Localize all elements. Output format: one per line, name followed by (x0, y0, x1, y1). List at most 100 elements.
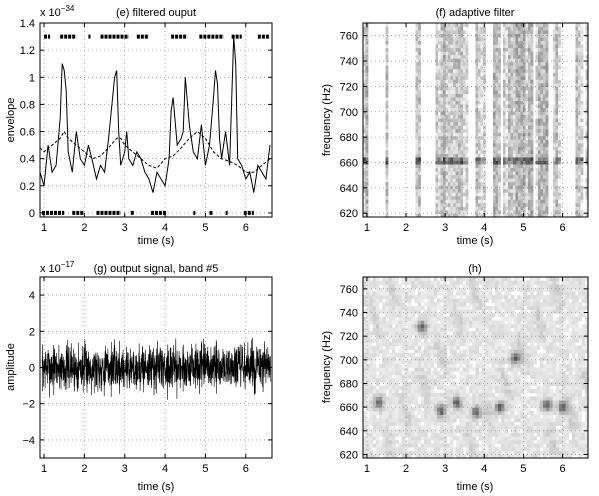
heatmap-cell (453, 356, 457, 361)
heatmap-cell (578, 192, 581, 197)
heatmap-cell (411, 432, 415, 437)
heatmap-cell (455, 192, 459, 197)
heatmap-cell (443, 40, 446, 45)
heatmap-cell (363, 396, 367, 401)
heatmap-cell (543, 107, 546, 112)
heatmap-cell (408, 360, 412, 365)
heatmap-cell (510, 121, 514, 126)
heatmap-cell (363, 90, 366, 94)
heatmap-cell (411, 443, 415, 448)
heatmap-cell (418, 72, 421, 77)
heatmap-cell (411, 418, 415, 423)
heatmap-cell (530, 167, 534, 172)
heatmap-cell (528, 30, 531, 34)
heatmap-cell (465, 345, 470, 350)
panel-g-ylabel: amplitude (5, 343, 17, 391)
heatmap-cell (450, 37, 454, 42)
heatmap-cell (415, 79, 419, 84)
heatmap-cell (385, 356, 390, 361)
heatmap-cell (446, 277, 451, 282)
heatmap-cell (530, 157, 534, 161)
heatmap-cell (491, 432, 496, 437)
heatmap-cell (585, 202, 588, 207)
heatmap-cell (462, 353, 467, 358)
heatmap-cell (510, 146, 514, 151)
heatmap-cell (469, 367, 473, 372)
heatmap-cell (528, 93, 531, 98)
heatmap-cell (507, 287, 512, 292)
heatmap-cell (456, 277, 460, 282)
heatmap-cell (366, 374, 370, 379)
heatmap-cell (538, 107, 541, 112)
heatmap-cell (443, 334, 447, 339)
heatmap-cell (503, 72, 506, 77)
heatmap-cell (510, 414, 515, 419)
heatmap-cell (478, 389, 483, 394)
heatmap-cell (465, 192, 469, 197)
heatmap-cell (453, 157, 456, 161)
heatmap-cell (498, 450, 502, 455)
heatmap-cell (501, 443, 505, 448)
heatmap-cell (369, 320, 374, 325)
heatmap-cell (503, 47, 506, 52)
heatmap-cell (501, 454, 505, 458)
heatmap-cell (418, 195, 421, 200)
heatmap-cell (465, 334, 470, 339)
heatmap-cell (430, 342, 435, 347)
heatmap-cell (415, 90, 419, 94)
heatmap-cell (507, 320, 512, 325)
heatmap-cell (469, 287, 473, 292)
heatmap-cell (450, 171, 454, 176)
heatmap-cell (540, 65, 544, 70)
heatmap-cell (388, 295, 393, 300)
heatmap-cell (580, 185, 584, 190)
envelope-line-solid (40, 36, 271, 193)
heatmap-cell (508, 160, 511, 165)
heatmap-cell (475, 291, 480, 296)
heatmap-cell (485, 298, 489, 303)
heatmap-cell (382, 356, 386, 361)
heatmap-cell (450, 153, 454, 158)
heatmap-cell (485, 320, 489, 325)
heatmap-cell (555, 160, 559, 165)
heatmap-cell (498, 425, 502, 430)
heatmap-cell (458, 58, 461, 63)
heatmap-cell (448, 202, 451, 207)
heatmap-cell (475, 202, 479, 207)
heatmap-cell (495, 206, 499, 211)
heatmap-cell (494, 277, 499, 282)
heatmap-cell (523, 79, 526, 84)
heatmap-cell (440, 51, 444, 56)
heatmap-cell (515, 44, 519, 49)
heatmap-cell (411, 295, 415, 300)
heatmap-cell (498, 178, 501, 183)
heatmap-cell (515, 139, 519, 144)
heatmap-cell (469, 410, 473, 415)
heatmap-cell (408, 403, 412, 408)
heatmap-cell (366, 421, 370, 426)
heatmap-cell (535, 111, 539, 116)
heatmap-cell (575, 90, 579, 94)
heatmap-cell (469, 324, 473, 329)
heatmap-cell (478, 164, 481, 169)
heatmap-cell (379, 389, 383, 394)
heatmap-cell (379, 396, 383, 401)
heatmap-cell (435, 93, 439, 98)
heatmap-cell (455, 213, 459, 217)
heatmap-cell (480, 171, 484, 176)
heatmap-cell (388, 324, 393, 329)
heatmap-cell (495, 37, 499, 42)
heatmap-cell (585, 167, 588, 172)
heatmap-cell (372, 331, 377, 336)
heatmap-cell (460, 128, 464, 133)
heatmap-cell (585, 79, 588, 84)
heatmap-cell (578, 195, 581, 200)
heatmap-cell (513, 195, 516, 200)
heatmap-cell (503, 199, 506, 204)
heatmap-cell (553, 72, 556, 77)
heatmap-cell (515, 209, 519, 214)
heatmap-cell (493, 121, 496, 126)
heatmap-cell (545, 174, 549, 179)
heatmap-cell (417, 374, 422, 379)
heatmap-cell (449, 324, 454, 329)
